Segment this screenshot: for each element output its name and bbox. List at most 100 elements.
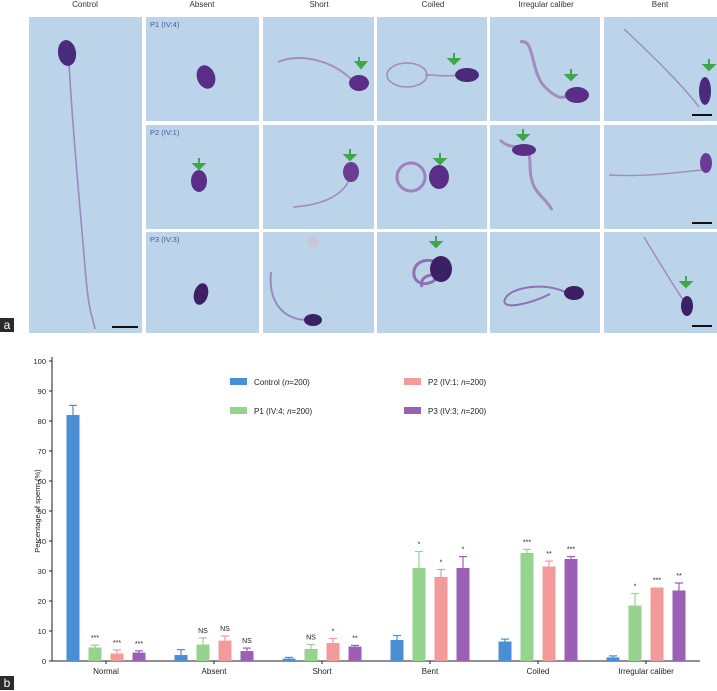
significance-label: *** [567, 547, 575, 554]
column-header-control: Control [72, 0, 98, 9]
chart-axes: 0 10 20 30 40 50 60 70 80 90 100 Percentage of sper… [33, 357, 700, 676]
bar [672, 590, 686, 661]
y-axis-label: Percentage of sperm (%) [33, 469, 42, 553]
row-label-p2: P2 (IV:1) [150, 128, 180, 137]
significance-label: ** [546, 551, 552, 558]
legend-label: P3 (IV:3; n=200) [428, 407, 487, 416]
micrograph-p3-absent: P3 (IV:3) [146, 232, 259, 333]
significance-label: NS [306, 635, 316, 642]
column-header-absent: Absent [189, 0, 215, 9]
significance-label: NS [242, 638, 252, 645]
significance-label: ** [352, 635, 358, 642]
significance-label: *** [91, 635, 99, 642]
column-header-bent: Bent [651, 0, 669, 9]
micrograph-control [29, 17, 142, 333]
micrograph-p1-absent: P1 (IV:4) [146, 17, 259, 121]
y-tick-label: 90 [38, 387, 46, 396]
arrow-icon [515, 129, 531, 142]
legend-swatch [230, 378, 247, 385]
arrow-icon [701, 59, 717, 72]
arrow-icon [563, 69, 579, 82]
bar [174, 655, 188, 661]
arrow-icon [446, 53, 462, 66]
micrograph-p2-absent: P2 (IV:1) [146, 125, 259, 229]
bar [542, 566, 556, 661]
micrograph-p1-irregular-caliber [490, 17, 600, 121]
significance-label: *** [135, 641, 143, 648]
legend-swatch [404, 407, 421, 414]
significance-label: NS [220, 626, 230, 633]
significance-label: * [440, 560, 443, 567]
bar [282, 658, 296, 661]
x-tick-label: Bent [422, 667, 439, 676]
y-tick-label: 70 [38, 447, 46, 456]
bar [650, 587, 664, 661]
significance-label: *** [113, 640, 121, 647]
y-tick-label: 10 [38, 627, 46, 636]
bar [348, 646, 362, 661]
y-tick-label: 60 [38, 477, 46, 486]
row-label-p3: P3 (IV:3) [150, 235, 180, 244]
x-tick-label: Irregular caliber [618, 667, 674, 676]
x-tick-label: Normal [93, 667, 119, 676]
x-tick-label: Short [312, 667, 332, 676]
y-tick-label: 20 [38, 597, 46, 606]
legend-label: P1 (IV:4; n=200) [254, 407, 313, 416]
micrograph-p3-coiled [377, 232, 487, 333]
arrow-icon [353, 57, 369, 70]
bar [110, 653, 124, 661]
micrograph-p2-irregular-caliber [490, 125, 600, 229]
y-tick-label: 50 [38, 507, 46, 516]
micrograph-p2-short [263, 125, 374, 229]
bar [66, 415, 80, 661]
column-header-coiled: Coiled [421, 0, 445, 9]
micrograph-p2-coiled [377, 125, 487, 229]
bar [412, 568, 426, 661]
legend-label: Control (n=200) [254, 378, 310, 387]
legend-label: P2 (IV:1; n=200) [428, 378, 487, 387]
significance-label: * [634, 584, 637, 591]
y-tick-label: 0 [42, 657, 46, 666]
x-tick-label: Coiled [527, 667, 550, 676]
y-tick-label: 40 [38, 537, 46, 546]
arrow-icon [191, 158, 207, 171]
micrograph-p3-bent [604, 232, 717, 333]
arrow-icon [678, 276, 694, 289]
chart-legend: Control (n=200) P2 (IV:1; n=200) P1 (IV:4;… [230, 378, 487, 416]
bar [196, 644, 210, 661]
bar [218, 640, 232, 661]
legend-swatch [230, 407, 247, 414]
arrow-icon [432, 153, 448, 166]
bar [326, 643, 340, 661]
significance-label: * [462, 547, 465, 554]
significance-label: * [332, 629, 335, 636]
micrograph-p3-short [263, 232, 374, 333]
legend-swatch [404, 378, 421, 385]
bar [304, 649, 318, 661]
arrow-icon [428, 236, 444, 249]
sperm-image-control [57, 40, 138, 330]
bar [456, 568, 470, 661]
y-tick-label: 80 [38, 417, 46, 426]
significance-label: *** [523, 539, 531, 546]
x-tick-label: Absent [202, 667, 228, 676]
bar [390, 640, 404, 661]
panel-letter-a: a [0, 318, 14, 332]
bar [240, 651, 254, 661]
bar [520, 553, 534, 661]
bar [564, 559, 578, 661]
row-label-p1: P1 (IV:4) [150, 20, 180, 29]
significance-label: ** [676, 573, 682, 580]
bar [434, 577, 448, 661]
column-header-short: Short [309, 0, 329, 9]
bar [132, 652, 146, 661]
bar [498, 641, 512, 661]
arrow-icon [342, 149, 358, 162]
bar [628, 605, 642, 661]
y-tick-label: 30 [38, 567, 46, 576]
significance-label: *** [653, 578, 661, 585]
micrograph-p2-bent [604, 125, 717, 229]
micrograph-p1-bent [604, 17, 717, 121]
panel-letter-b: b [0, 676, 14, 690]
